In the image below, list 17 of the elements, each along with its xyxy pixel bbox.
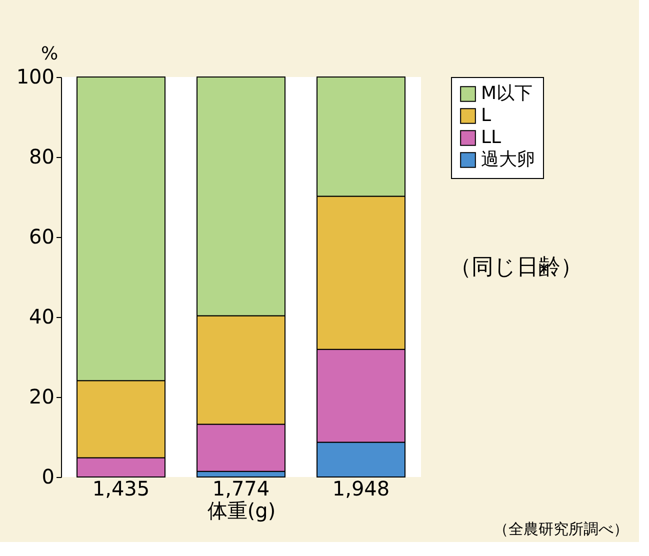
y-tick-label: 20 bbox=[29, 384, 54, 408]
y-tick-label: 80 bbox=[29, 144, 54, 168]
y-axis-title: % bbox=[40, 44, 58, 64]
y-tick-label: 0 bbox=[42, 464, 54, 488]
x-tick-label: 1,435 bbox=[92, 476, 150, 500]
y-tick-label: 40 bbox=[29, 304, 54, 328]
y-tick-label: 60 bbox=[29, 224, 54, 248]
x-axis-title: 体重(g) bbox=[207, 498, 276, 522]
text: （全農研究所調べ） bbox=[494, 520, 628, 538]
y-tick-label: 100 bbox=[16, 64, 54, 88]
legend-label: M以下 bbox=[481, 83, 533, 104]
legend-label: L bbox=[481, 105, 492, 126]
legend-label: LL bbox=[481, 127, 502, 148]
legend-label: 過大卵 bbox=[481, 149, 535, 170]
x-tick-label: 1,948 bbox=[332, 476, 390, 500]
text: （同じ日齢） bbox=[450, 255, 582, 280]
x-tick-label: 1,774 bbox=[212, 476, 270, 500]
